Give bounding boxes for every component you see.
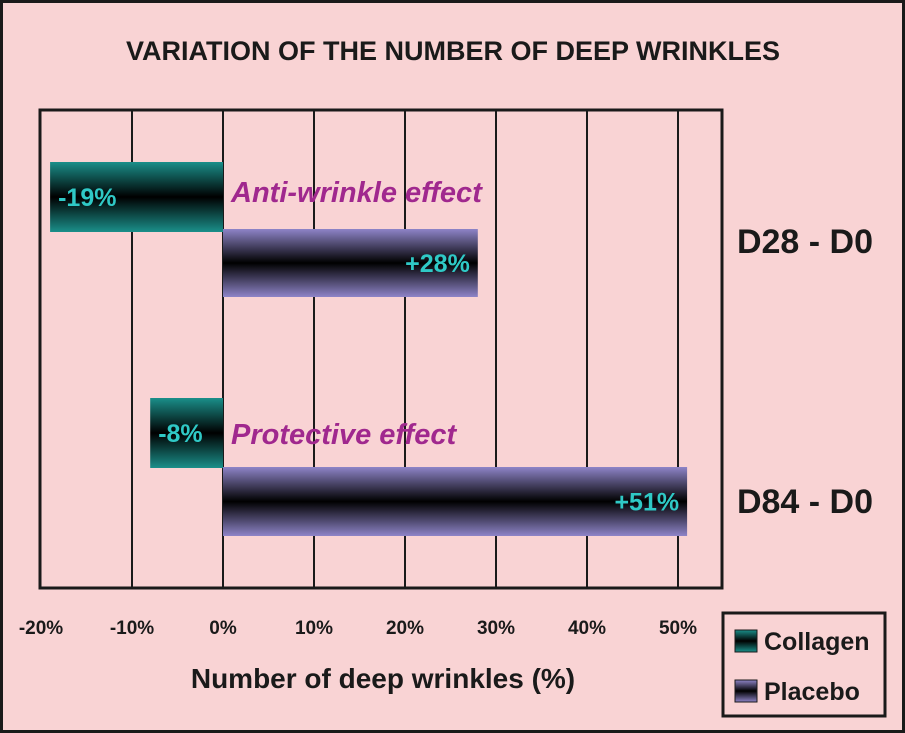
x-axis-label: Number of deep wrinkles (%) [191,663,575,694]
x-tick-label: 50% [659,618,697,639]
data-label-placebo-d84: +51% [614,489,679,517]
legend-swatch-collagen [734,629,758,653]
category-label-d28: D28 - D0 [737,223,873,261]
plot-area [38,108,724,590]
bar-collagen-d28 [50,162,223,232]
x-tick-labels: -20% -10% 0% 10% 20% 30% 40% 50% [19,618,697,639]
category-label-d84: D84 - D0 [737,483,873,521]
bar-collagen-d84 [150,398,223,468]
bar-placebo-d84 [223,467,688,536]
bar-value-labels: -19% -8% +28% +51% [58,184,679,517]
legend-swatch-placebo [734,679,758,703]
annotation-anti-wrinkle: Anti-wrinkle effect [230,177,483,209]
x-tick-label: 0% [209,618,237,639]
legend: Collagen Placebo [721,611,887,718]
data-label-placebo-d28: +28% [405,250,470,278]
x-tick-label: -10% [110,618,154,639]
annotation-protective: Protective effect [231,419,457,451]
x-tick-label: -20% [19,618,63,639]
x-tick-label: 10% [295,618,333,639]
bar-placebo-d28 [223,229,478,297]
bars [50,162,688,536]
data-label-collagen-d84: -8% [158,420,202,448]
legend-label-collagen: Collagen [764,628,870,656]
chart-title: VARIATION OF THE NUMBER OF DEEP WRINKLES [126,36,780,66]
x-tick-label: 40% [568,618,606,639]
x-tick-label: 20% [386,618,424,639]
data-label-collagen-d28: -19% [58,184,116,212]
legend-label-placebo: Placebo [764,678,860,706]
x-tick-label: 30% [477,618,515,639]
